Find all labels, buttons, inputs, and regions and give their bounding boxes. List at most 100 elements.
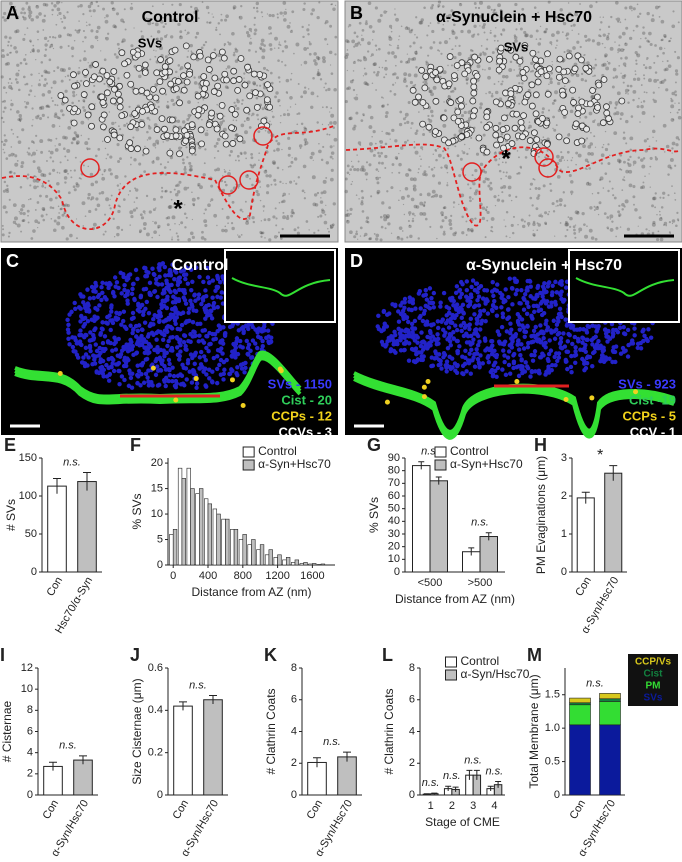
texture-dot (457, 154, 460, 157)
sv-dot (398, 303, 402, 307)
texture-dot (637, 4, 639, 6)
texture-dot (383, 10, 386, 13)
vesicle (544, 73, 550, 79)
texture-dot (287, 25, 291, 29)
texture-dot (662, 192, 665, 195)
sv-dot (559, 279, 563, 283)
texture-dot (310, 156, 313, 159)
texture-dot (217, 150, 219, 152)
texture-dot (418, 111, 420, 113)
texture-dot (266, 191, 269, 194)
texture-dot (143, 227, 146, 230)
sv-dot (547, 352, 551, 356)
sv-dot (483, 338, 487, 342)
texture-dot (171, 199, 173, 201)
texture-dot (408, 58, 411, 61)
texture-dot (138, 163, 141, 166)
sv-dot (126, 273, 130, 277)
texture-dot (56, 1, 60, 5)
texture-dot (280, 115, 282, 117)
texture-dot (385, 111, 388, 114)
ccp-dot (241, 403, 246, 408)
texture-dot (187, 100, 191, 104)
sv-dot (206, 275, 210, 279)
vesicle (89, 123, 95, 129)
texture-dot (264, 218, 267, 221)
texture-dot (259, 186, 261, 188)
texture-dot (470, 187, 472, 189)
texture-dot (345, 178, 348, 181)
vesicle (142, 70, 148, 76)
vesicle (512, 125, 518, 131)
texture-dot (366, 161, 368, 163)
texture-dot (677, 56, 680, 59)
sv-dot (103, 347, 107, 351)
texture-dot (104, 171, 106, 173)
texture-dot (464, 144, 466, 146)
vesicle (172, 47, 178, 53)
texture-dot (201, 236, 205, 240)
texture-dot (151, 161, 154, 164)
texture-dot (152, 221, 153, 222)
texture-dot (572, 46, 576, 50)
texture-dot (326, 161, 329, 164)
texture-dot (357, 59, 360, 62)
texture-dot (597, 42, 601, 46)
vesicle (455, 118, 461, 124)
texture-dot (353, 97, 354, 98)
texture-dot (279, 105, 280, 106)
sv-dot (186, 339, 190, 343)
texture-dot (167, 106, 170, 109)
sv-dot (115, 280, 119, 284)
texture-dot (378, 155, 381, 158)
texture-dot (500, 178, 502, 180)
texture-dot (227, 222, 229, 224)
texture-dot (43, 84, 46, 87)
sv-dot (528, 294, 532, 298)
texture-dot (17, 224, 21, 228)
texture-dot (461, 216, 463, 218)
sv-dot (464, 324, 468, 328)
texture-dot (609, 180, 611, 182)
sv-dot (451, 313, 455, 317)
texture-dot (660, 238, 664, 242)
texture-dot (583, 223, 586, 226)
texture-dot (556, 155, 560, 159)
vesicle (205, 57, 211, 63)
texture-dot (446, 167, 448, 169)
vesicle (476, 135, 482, 141)
texture-dot (329, 121, 332, 124)
texture-dot (384, 155, 387, 158)
sv-dot (522, 346, 526, 350)
texture-dot (613, 68, 617, 72)
texture-dot (364, 68, 366, 70)
texture-dot (410, 81, 413, 84)
texture-dot (678, 109, 679, 110)
texture-dot (567, 166, 568, 167)
vesicle (198, 127, 204, 133)
sv-dot (416, 335, 420, 339)
texture-dot (13, 46, 17, 50)
sv-dot (407, 358, 411, 362)
texture-dot (219, 59, 221, 61)
texture-dot (118, 205, 120, 207)
texture-dot (434, 194, 438, 198)
vesicle (128, 124, 134, 130)
texture-dot (570, 190, 573, 193)
sv-dot (86, 355, 90, 359)
texture-dot (528, 225, 529, 226)
texture-dot (15, 50, 18, 53)
texture-dot (63, 16, 66, 19)
texture-dot (79, 4, 82, 7)
texture-dot (443, 232, 446, 235)
texture-dot (58, 12, 61, 15)
texture-dot (351, 39, 355, 43)
texture-dot (56, 222, 60, 226)
texture-dot (330, 4, 332, 6)
texture-dot (64, 176, 68, 180)
texture-dot (149, 210, 152, 213)
texture-dot (643, 78, 645, 80)
texture-dot (284, 40, 286, 42)
texture-dot (521, 219, 524, 222)
texture-dot (331, 169, 334, 172)
